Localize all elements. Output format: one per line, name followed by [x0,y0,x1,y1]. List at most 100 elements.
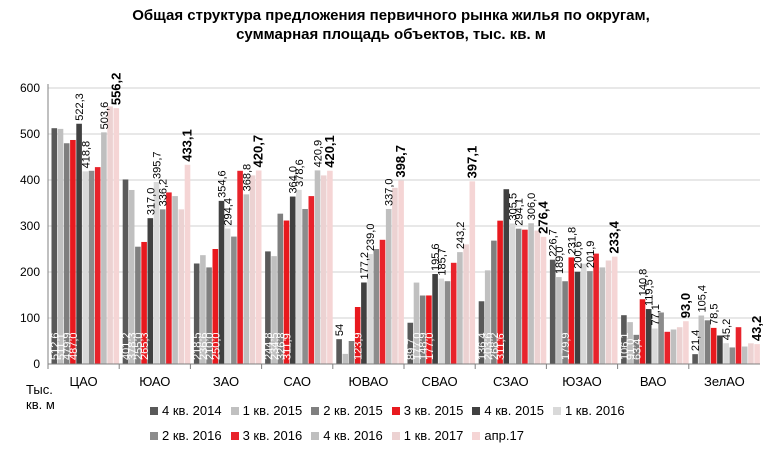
data-label: 479,9 [62,332,74,360]
bar [621,315,627,364]
bar [243,194,250,364]
bar [327,170,333,364]
legend-item: 2 кв. 2016 [150,428,222,443]
bar [562,281,568,364]
data-label: 294,1 [514,198,526,226]
bar [444,281,451,364]
x-tick-label: ЮАО [139,374,170,389]
bar [568,257,575,364]
data-label: 364,0 [288,166,300,194]
legend-swatch [230,406,239,415]
bar [308,196,315,364]
data-label: 306,0 [526,193,538,221]
data-label: 401,2 [121,332,133,360]
data-label: 91,0 [625,339,637,360]
data-label: 244,8 [263,332,275,360]
x-tick-label: ВАО [640,374,667,389]
y-tick-label: 200 [20,265,40,279]
bar [302,208,308,364]
legend-item: 2 кв. 2015 [311,403,383,418]
bar [676,327,683,364]
data-label: 311,9 [282,333,294,360]
bar [385,208,392,364]
bar [113,108,120,364]
bar [627,322,633,364]
bars [51,106,760,365]
data-label: 420,7 [251,135,266,168]
data-label: 337,0 [384,178,396,206]
x-tick-label: СВАО [422,374,458,389]
y-axis-label-text: Тыс. кв. м [26,382,55,412]
x-tick-label: ЦАО [70,374,98,389]
data-label: 234,5 [269,332,281,360]
legend-label: 4 кв. 2015 [484,403,544,418]
bar [463,244,469,364]
data-label: 136,4 [477,332,489,360]
data-label: 233,4 [607,220,622,253]
bar [224,228,231,364]
bar [723,343,729,364]
bar [503,189,510,364]
data-label: 420,1 [322,135,337,168]
data-label: 311,6 [495,333,507,360]
bar [348,341,355,364]
data-label: 433,1 [180,129,195,162]
data-label: 336,2 [158,179,170,207]
y-tick-label: 100 [20,311,40,325]
data-label: 45,2 [721,319,733,340]
bar [249,175,256,364]
bar [94,167,101,364]
bar [639,299,646,364]
data-label: 177,2 [359,252,371,280]
data-label: 201,9 [585,241,597,269]
legend-label: 3 кв. 2015 [403,403,464,418]
bar [457,252,463,364]
data-label: 317,0 [145,188,157,216]
data-label: 140,8 [638,269,650,297]
bar [166,192,172,364]
bar [491,240,497,364]
legend-swatch [391,431,400,440]
bar [450,262,457,364]
bar [469,181,476,364]
bar [658,312,664,364]
bar [320,175,327,364]
bar [717,335,723,364]
data-label: 556,2 [108,73,123,106]
data-label: 294,4 [223,198,235,226]
y-tick-label: 0 [33,357,40,371]
x-tick-label: САО [283,374,311,389]
data-label: 305,5 [508,193,520,221]
bar [271,256,277,364]
data-label: 148,9 [418,332,430,360]
legend-label: 1 кв. 2016 [564,403,625,418]
legend-row: 2 кв. 2016 3 кв. 2016 4 кв. 2016 1 кв. 2017… [150,423,670,448]
bar [748,343,754,364]
x-tick-label: СЗАО [493,374,529,389]
data-label: 203,6 [483,332,495,360]
data-label: 255,0 [133,332,145,360]
bar [540,236,547,364]
bar [593,253,599,364]
bar [683,321,689,364]
bar [314,170,321,364]
bar [729,347,736,364]
legend-item: 1 кв. 2017 [391,428,463,443]
data-label: 179,9 [560,332,572,360]
data-label: 210,0 [204,332,216,360]
bar [497,220,503,364]
data-label: 418,8 [80,141,92,169]
bar [605,260,612,364]
legend-item: 1 кв. 2016 [552,403,625,418]
data-label: 226,7 [548,229,560,257]
legend: 4 кв. 2014 1 кв. 2015 2 кв. 2015 3 кв. 2015… [150,398,670,448]
data-label: 378,6 [294,159,306,187]
data-label: 398,7 [393,145,408,178]
legend-swatch [472,406,481,415]
chart-title: Общая структура предложения первичного р… [0,6,782,44]
legend-swatch [472,431,481,440]
data-label: 77,1 [650,304,662,325]
chart-title-text: Общая структура предложения первичного р… [132,7,650,43]
data-label: 243,2 [455,222,467,250]
